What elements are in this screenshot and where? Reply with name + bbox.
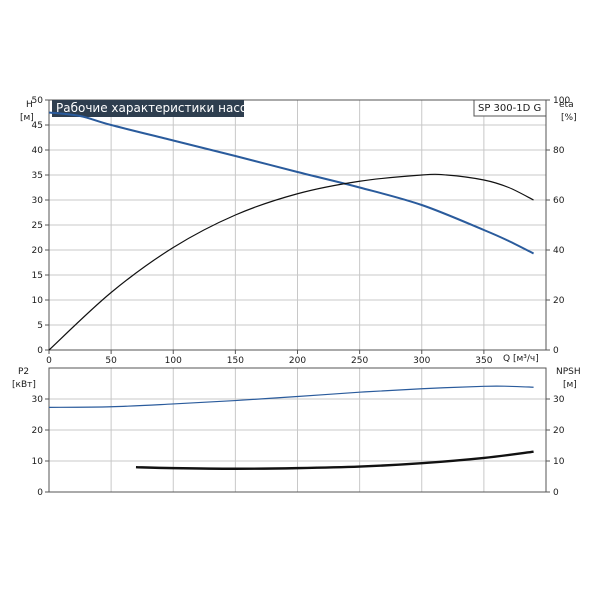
- flow-axis-label: Q [м³/ч]: [503, 354, 539, 364]
- tick-label-power: 10: [32, 457, 44, 467]
- tick-label-head: 0: [37, 346, 43, 356]
- model-label-box: SP 300-1D G: [473, 99, 547, 117]
- top-plot-frame: [48, 99, 547, 351]
- tick-label-head: 30: [32, 196, 44, 206]
- tick-label-flow: 150: [227, 356, 244, 366]
- tick-label-eta: 80: [553, 146, 565, 156]
- tick-label-eta: 0: [553, 346, 559, 356]
- tick-label-head: 45: [32, 121, 43, 131]
- head-curve: [48, 111, 535, 255]
- npsh-curve: [135, 450, 534, 470]
- tick-label-head: 40: [32, 146, 44, 156]
- tick-label-npsh: 0: [553, 488, 559, 498]
- model-label: SP 300-1D G: [478, 103, 541, 114]
- tick-label-flow: 200: [289, 356, 306, 366]
- tick-label-flow: 100: [165, 356, 182, 366]
- chart-title: Рабочие характеристики насоса: [56, 101, 261, 115]
- tick-label-head: 25: [32, 221, 43, 231]
- tick-label-power: 30: [32, 395, 44, 405]
- tick-label-head: 50: [32, 96, 44, 106]
- tick-label-head: 20: [32, 246, 44, 256]
- npsh-axis-label: NPSH: [556, 367, 581, 377]
- tick-label-eta: 60: [553, 196, 565, 206]
- tick-label-head: 35: [32, 171, 43, 181]
- efficiency-curve: [48, 173, 534, 351]
- tick-label-head: 15: [32, 271, 43, 281]
- top-curves: [48, 111, 535, 351]
- head-axis-label: H: [26, 100, 33, 110]
- tick-label-flow: 0: [46, 356, 52, 366]
- power-npsh-panel: 0 10 20 30 0 10 20 30 P2 [кВт] NPSH [м]: [12, 367, 581, 498]
- chart-title-box: Рабочие характеристики насоса: [52, 100, 261, 117]
- head-efficiency-panel: Рабочие характеристики насоса SP 300-1D …: [20, 96, 577, 366]
- power-curve: [48, 385, 534, 408]
- eta-axis-label: eta: [559, 100, 574, 110]
- tick-label-head: 10: [32, 296, 44, 306]
- tick-label-power: 20: [32, 426, 44, 436]
- tick-label-power: 0: [37, 488, 43, 498]
- bottom-tick-labels: 0 10 20 30 0 10 20 30: [32, 395, 565, 498]
- power-axis-unit: [кВт]: [12, 380, 36, 390]
- head-axis-unit: [м]: [20, 113, 34, 123]
- model-label-background: [473, 99, 547, 117]
- tick-label-flow: 350: [475, 356, 492, 366]
- eta-axis-unit: [%]: [561, 113, 577, 123]
- tick-label-npsh: 30: [553, 395, 565, 405]
- bottom-plot-frame: [48, 367, 547, 493]
- tick-label-head: 5: [37, 321, 43, 331]
- tick-label-flow: 50: [105, 356, 117, 366]
- bottom-curves: [48, 385, 534, 470]
- tick-label-eta: 40: [553, 246, 565, 256]
- title-background: [52, 100, 244, 117]
- tick-label-flow: 300: [413, 356, 430, 366]
- tick-label-npsh: 10: [553, 457, 565, 467]
- tick-label-eta: 20: [553, 296, 565, 306]
- tick-label-eta: 100: [553, 96, 570, 106]
- tick-label-npsh: 20: [553, 426, 565, 436]
- power-axis-label: P2: [18, 367, 29, 377]
- tick-label-flow: 250: [351, 356, 368, 366]
- npsh-axis-unit: [м]: [563, 380, 577, 390]
